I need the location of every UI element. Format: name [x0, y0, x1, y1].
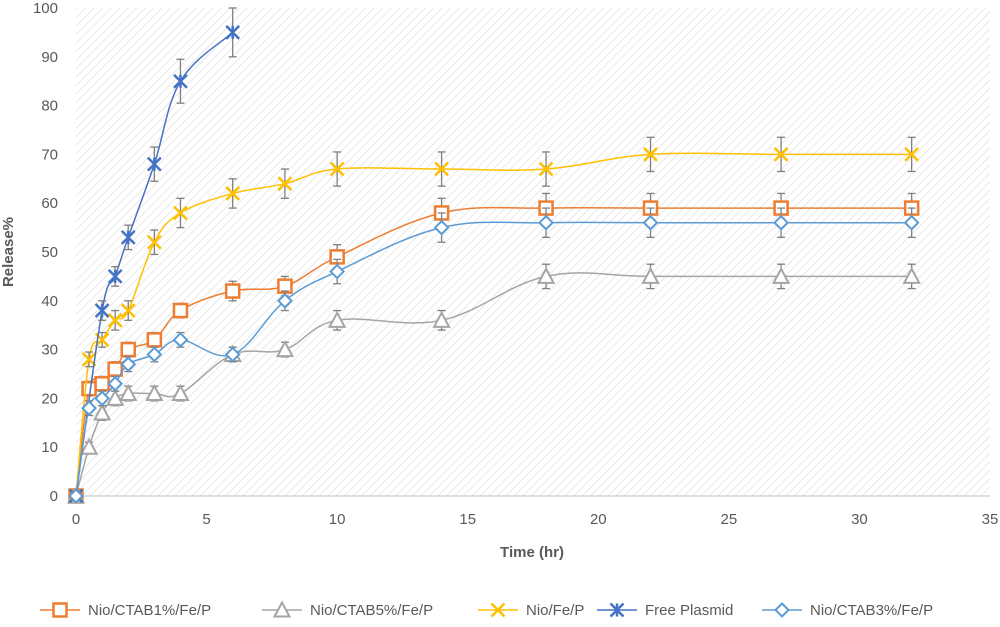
series-group — [66, 7, 921, 504]
y-tick-label: 10 — [41, 439, 58, 456]
data-point — [771, 266, 791, 284]
data-point — [173, 205, 188, 221]
y-tick-label: 30 — [41, 342, 58, 359]
legend-label: Nio/CTAB5%/Fe/P — [310, 602, 433, 619]
data-point — [773, 214, 789, 231]
data-point — [146, 332, 163, 348]
data-point — [904, 147, 920, 162]
legend-marker — [272, 600, 292, 618]
data-point — [173, 73, 188, 89]
legend-item: Nio/CTAB3%/Fe/P — [762, 602, 933, 619]
data-point — [119, 383, 138, 402]
legend-item: Nio/CTAB1%/Fe/P — [40, 602, 211, 619]
legend-label: Nio/Fe/P — [526, 602, 584, 619]
data-point — [643, 147, 658, 162]
data-point — [172, 331, 189, 348]
x-tick-label: 15 — [459, 511, 476, 528]
data-point — [224, 346, 241, 363]
series-3 — [68, 136, 920, 504]
x-axis-title: Time (hr) — [500, 544, 564, 561]
legend-label: Free Plasmid — [645, 602, 733, 619]
y-tick-label: 90 — [41, 49, 58, 66]
data-point — [79, 437, 99, 455]
data-point — [146, 234, 162, 250]
data-point — [329, 263, 346, 280]
legend-label: Nio/CTAB1%/Fe/P — [88, 602, 211, 619]
x-tick-label: 5 — [202, 511, 210, 528]
x-tick-label: 10 — [329, 511, 346, 528]
data-point — [120, 229, 136, 245]
y-tick-label: 100 — [33, 0, 58, 17]
data-point — [538, 214, 554, 231]
series-5 — [68, 207, 920, 504]
plot-area — [76, 8, 990, 496]
data-point — [106, 388, 125, 406]
data-point — [94, 390, 111, 407]
x-tick-label: 25 — [721, 511, 738, 528]
data-point — [120, 341, 136, 358]
data-point — [171, 383, 190, 402]
data-point — [903, 214, 920, 231]
legend-item: Nio/CTAB5%/Fe/P — [262, 600, 433, 619]
data-point — [120, 356, 137, 373]
legend: Nio/CTAB1%/Fe/P Nio/CTAB5%/Fe/P Nio/Fe/P Fr… — [40, 600, 933, 619]
data-point — [329, 161, 345, 177]
data-point — [902, 266, 921, 284]
data-point — [107, 375, 124, 392]
legend-marker — [774, 602, 790, 618]
x-tick-label: 35 — [982, 511, 999, 528]
data-point — [92, 403, 112, 421]
data-point — [68, 488, 84, 504]
y-axis-title: Release% — [0, 217, 17, 287]
y-tick-label: 70 — [41, 146, 58, 163]
y-axis-ticks: 0 10 20 30 40 50 60 70 80 90 100 — [33, 0, 58, 505]
legend-marker — [490, 602, 506, 618]
legend-marker — [52, 602, 68, 618]
data-point — [81, 400, 97, 417]
data-point — [538, 161, 554, 177]
legend-marker — [609, 602, 625, 618]
x-axis-ticks: 0 5 10 15 20 25 30 35 — [72, 511, 999, 528]
y-tick-label: 50 — [41, 244, 58, 261]
legend-item: Free Plasmid — [597, 602, 733, 619]
data-point — [225, 25, 241, 40]
y-tick-label: 80 — [41, 98, 58, 115]
data-point — [327, 310, 347, 328]
series-4 — [68, 7, 241, 504]
data-point — [94, 303, 110, 318]
data-point — [107, 312, 123, 328]
y-tick-label: 60 — [41, 195, 58, 212]
data-point — [432, 310, 451, 328]
data-point — [107, 361, 123, 377]
data-point — [225, 186, 241, 201]
data-point — [224, 283, 241, 299]
legend-item: Nio/Fe/P — [478, 602, 584, 619]
data-point — [536, 266, 556, 284]
data-point — [107, 269, 123, 284]
data-point — [146, 346, 163, 363]
data-point — [172, 302, 189, 319]
data-point — [434, 161, 449, 177]
y-tick-label: 40 — [41, 293, 58, 310]
data-point — [146, 156, 162, 172]
data-point — [641, 266, 660, 284]
data-point — [120, 303, 136, 318]
y-tick-label: 20 — [41, 390, 58, 407]
data-point — [277, 292, 293, 309]
data-point — [642, 214, 659, 231]
x-tick-label: 30 — [851, 511, 868, 528]
data-point — [145, 383, 164, 402]
x-tick-label: 20 — [590, 511, 607, 528]
legend-label: Nio/CTAB3%/Fe/P — [810, 602, 933, 619]
data-point — [277, 176, 293, 192]
data-point — [433, 219, 450, 236]
x-tick-label: 0 — [72, 511, 80, 528]
data-point — [275, 339, 295, 358]
data-point — [773, 147, 789, 162]
y-tick-label: 0 — [50, 488, 58, 505]
data-point — [94, 376, 110, 392]
